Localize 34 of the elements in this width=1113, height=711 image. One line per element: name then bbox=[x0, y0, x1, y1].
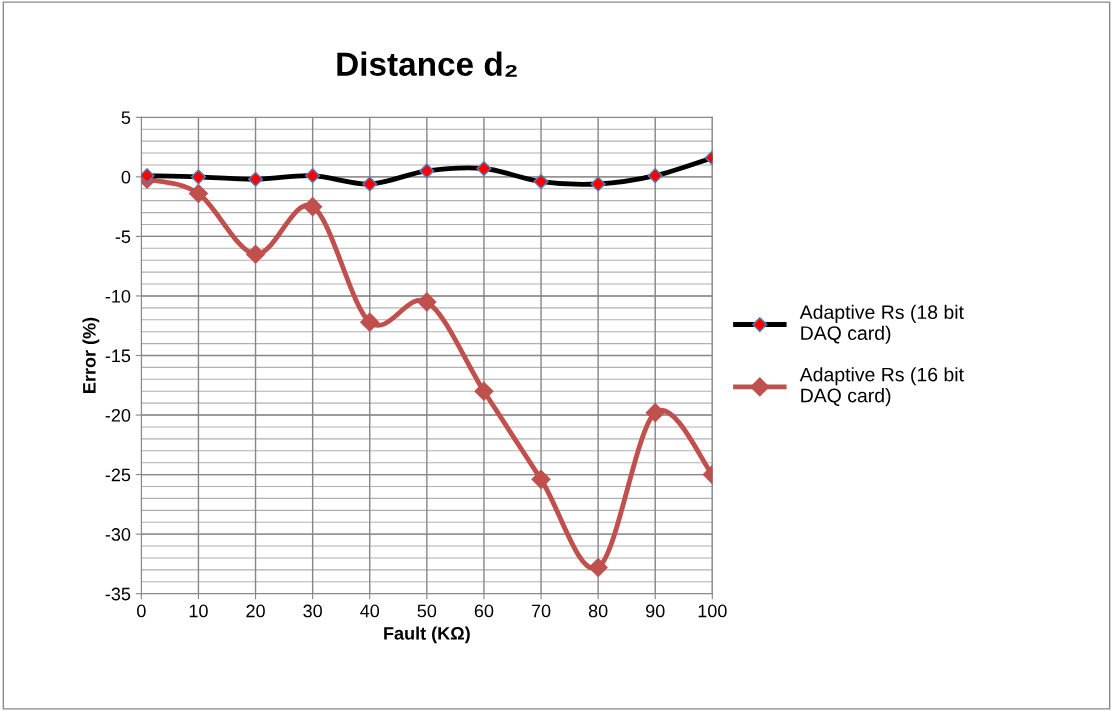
point bbox=[303, 197, 323, 217]
y-tick-label: -25 bbox=[105, 468, 131, 482]
y-tick-label: 0 bbox=[121, 170, 131, 184]
x-axis-title: Fault (KΩ) bbox=[384, 626, 470, 644]
x-tick-label: 10 bbox=[189, 604, 208, 618]
point bbox=[645, 403, 665, 423]
y-tick-label: -30 bbox=[105, 528, 131, 541]
y-tick-label: -35 bbox=[105, 587, 131, 601]
x-tick-label: 70 bbox=[531, 604, 551, 618]
point bbox=[531, 469, 551, 489]
x-tick-label: 100 bbox=[698, 604, 727, 618]
y-tick-label: -20 bbox=[105, 408, 131, 422]
x-tick-label: 40 bbox=[360, 604, 380, 618]
y-tick-label: -5 bbox=[115, 230, 131, 244]
x-tick-label: 30 bbox=[303, 604, 322, 618]
legend-label: Adaptive Rs (18 bit DAQ card) bbox=[799, 304, 964, 344]
y-tick-label: -15 bbox=[105, 349, 131, 363]
x-tick-label: 20 bbox=[246, 604, 265, 618]
x-tick-label: 90 bbox=[646, 604, 665, 618]
point bbox=[360, 312, 380, 332]
y-tick-label: 5 bbox=[121, 111, 131, 125]
y-axis-title: Error (%) bbox=[82, 317, 100, 393]
point bbox=[246, 244, 266, 264]
x-tick-label: 50 bbox=[417, 604, 437, 618]
legend-label: Adaptive Rs (16 bit DAQ card) bbox=[799, 367, 964, 407]
x-tick-label: 0 bbox=[137, 604, 146, 618]
point bbox=[188, 184, 208, 204]
point bbox=[588, 557, 608, 578]
point bbox=[417, 292, 437, 312]
chart-title: Distance d₂ bbox=[337, 51, 517, 77]
x-tick-label: 60 bbox=[474, 604, 494, 618]
point bbox=[474, 381, 494, 401]
y-tick-label: -10 bbox=[105, 289, 131, 303]
x-tick-label: 80 bbox=[588, 604, 608, 618]
